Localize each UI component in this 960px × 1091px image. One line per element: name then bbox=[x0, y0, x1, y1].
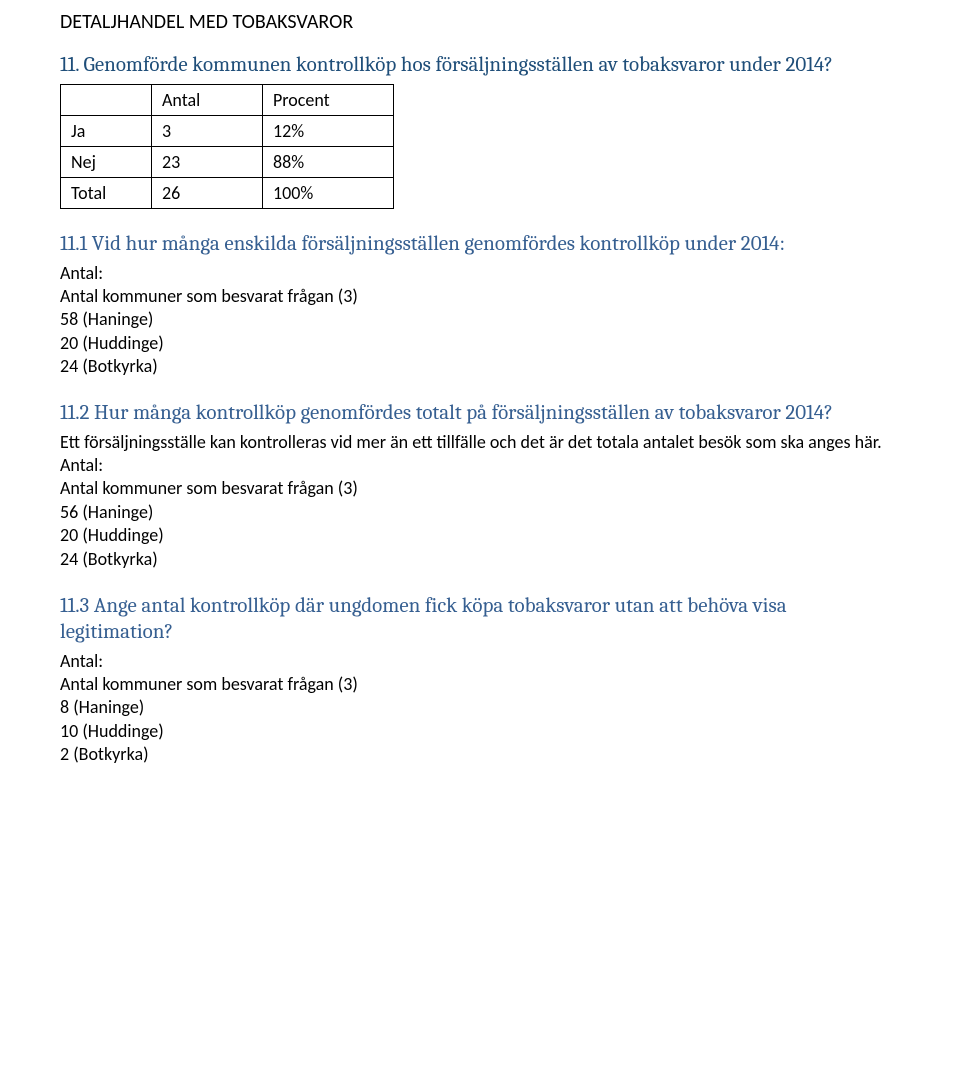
q11-2-note: Ett försäljningsställe kan kontrolleras … bbox=[60, 431, 900, 454]
q11-heading: 11. Genomförde kommunen kontrollköp hos … bbox=[60, 52, 900, 78]
col-header-procent: Procent bbox=[263, 85, 394, 116]
page: DETALJHANDEL MED TOBAKSVAROR 11. Genomfö… bbox=[0, 0, 960, 819]
row-procent: 12% bbox=[263, 116, 394, 147]
section-title: DETALJHANDEL MED TOBAKSVAROR bbox=[60, 10, 900, 34]
table-row: Nej 23 88% bbox=[61, 147, 394, 178]
question-11-1: 11.1 Vid hur många enskilda försäljnings… bbox=[60, 231, 900, 378]
row-antal: 23 bbox=[152, 147, 263, 178]
data-line: 20 (Huddinge) bbox=[60, 524, 900, 547]
col-header-antal: Antal bbox=[152, 85, 263, 116]
q11-table: Antal Procent Ja 3 12% Nej 23 88% Total … bbox=[60, 84, 394, 209]
q11-2-heading: 11.2 Hur många kontrollköp genomfördes t… bbox=[60, 400, 900, 426]
question-11-2: 11.2 Hur många kontrollköp genomfördes t… bbox=[60, 400, 900, 571]
data-line: 20 (Huddinge) bbox=[60, 332, 900, 355]
row-label: Nej bbox=[61, 147, 152, 178]
data-line: 10 (Huddinge) bbox=[60, 720, 900, 743]
row-label: Ja bbox=[61, 116, 152, 147]
antal-label: Antal: bbox=[60, 650, 900, 673]
data-line: 58 (Haninge) bbox=[60, 308, 900, 331]
data-line: 2 (Botkyrka) bbox=[60, 743, 900, 766]
q11-3-heading: 11.3 Ange antal kontrollköp där ungdomen… bbox=[60, 593, 900, 646]
data-line: 8 (Haninge) bbox=[60, 696, 900, 719]
question-11-3: 11.3 Ange antal kontrollköp där ungdomen… bbox=[60, 593, 900, 766]
data-line: 56 (Haninge) bbox=[60, 501, 900, 524]
antal-label: Antal: bbox=[60, 454, 900, 477]
respondents-line: Antal kommuner som besvarat frågan (3) bbox=[60, 673, 900, 696]
data-line: 24 (Botkyrka) bbox=[60, 548, 900, 571]
respondents-line: Antal kommuner som besvarat frågan (3) bbox=[60, 285, 900, 308]
row-procent: 100% bbox=[263, 178, 394, 209]
q11-1-heading: 11.1 Vid hur många enskilda försäljnings… bbox=[60, 231, 900, 257]
col-header-blank bbox=[61, 85, 152, 116]
respondents-line: Antal kommuner som besvarat frågan (3) bbox=[60, 477, 900, 500]
table-row: Ja 3 12% bbox=[61, 116, 394, 147]
data-line: 24 (Botkyrka) bbox=[60, 355, 900, 378]
row-label: Total bbox=[61, 178, 152, 209]
row-antal: 26 bbox=[152, 178, 263, 209]
table-header-row: Antal Procent bbox=[61, 85, 394, 116]
question-11: 11. Genomförde kommunen kontrollköp hos … bbox=[60, 52, 900, 209]
row-procent: 88% bbox=[263, 147, 394, 178]
table-row: Total 26 100% bbox=[61, 178, 394, 209]
row-antal: 3 bbox=[152, 116, 263, 147]
antal-label: Antal: bbox=[60, 262, 900, 285]
